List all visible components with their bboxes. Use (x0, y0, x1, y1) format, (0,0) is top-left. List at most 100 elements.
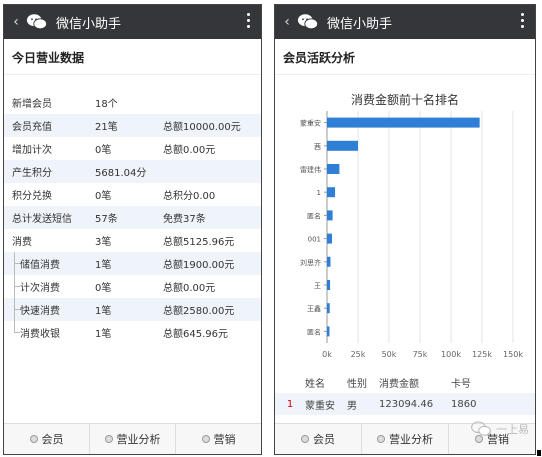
bottom-tabbar: 会员 营业分析 营销 (275, 423, 535, 454)
bar[interactable] (327, 117, 480, 128)
stat-row: 总计发送短信 57条 免费37条 (4, 206, 261, 229)
tree-connector (4, 298, 20, 321)
stat-label: 新增会员 (12, 99, 52, 110)
category-label: 匿名 (307, 211, 321, 220)
tab-business-analysis[interactable]: 营业分析 (362, 424, 449, 454)
category-label: 雷建伟 (300, 165, 321, 174)
bar[interactable] (327, 187, 336, 198)
ranking-table: 姓名 性别 消费金额 卡号 1 蒙重安 男 123094.46 1860 (275, 371, 535, 415)
wechat-logo-icon (26, 14, 48, 30)
bar[interactable] (327, 140, 358, 151)
stat-total: 总额0.00元 (163, 283, 216, 294)
tab-dot-icon (104, 435, 113, 443)
tab-dot-icon (201, 435, 210, 443)
more-icon[interactable] (247, 13, 251, 28)
header-amount: 消费金额 (379, 378, 419, 390)
app-header: ‹ 微信小助手 (4, 5, 261, 39)
table-row[interactable]: 1 蒙重安 男 123094.46 1860 (275, 393, 535, 415)
category-label: 刘思齐 (300, 258, 321, 267)
stat-count: 1笔 (95, 260, 112, 271)
app-title: 微信小助手 (327, 16, 393, 32)
tab-business-analysis[interactable]: 营业分析 (90, 424, 176, 454)
stat-label: 产生积分 (12, 168, 52, 179)
stat-count: 0笔 (95, 283, 112, 294)
x-tick-label: 100k (441, 350, 461, 359)
x-tick-label: 50k (382, 350, 397, 359)
stat-row: 快速消费 1笔 总额2580.00元 (4, 298, 261, 321)
stat-total: 总额2580.00元 (163, 306, 235, 317)
tab-member[interactable]: 会员 (275, 424, 362, 454)
category-label: 茜 (314, 142, 321, 151)
stat-label: 消费 (12, 237, 32, 248)
bar[interactable] (327, 210, 333, 221)
stat-total: 总额0.00元 (163, 145, 216, 156)
stat-total: 总额1900.00元 (163, 260, 235, 271)
stat-count: 0笔 (95, 145, 112, 156)
bar[interactable] (327, 326, 330, 337)
chart-title: 消费金额前十名排名 (350, 93, 459, 107)
more-icon[interactable] (521, 13, 525, 28)
stat-row: 消费收银 1笔 总额645.96元 (4, 321, 261, 344)
stat-row: 增加计次 0笔 总额0.00元 (4, 137, 261, 160)
stat-total: 总额5125.96元 (163, 237, 235, 248)
bar[interactable] (327, 256, 331, 267)
stat-count: 0笔 (95, 191, 112, 202)
card-cell: 1860 (451, 398, 477, 410)
category-label: 蒙重安 (300, 119, 321, 128)
tree-connector (4, 252, 20, 275)
x-tick-label: 0k (322, 350, 332, 359)
bar[interactable] (327, 303, 330, 314)
right-screen: ‹ 微信小助手 会员活跃分析 消费金额前十名排名 0k 25k 50k 75k 100k… (274, 4, 536, 455)
amount-cell: 123094.46 (379, 398, 434, 410)
bar[interactable] (327, 233, 332, 244)
tab-dot-icon (301, 435, 309, 443)
stat-label: 增加计次 (12, 145, 52, 156)
back-icon[interactable]: ‹ (284, 14, 290, 30)
tree-connector (4, 321, 20, 344)
stat-label: 快速消费 (20, 306, 60, 317)
stat-total: 总额10000.00元 (163, 122, 241, 133)
gender-cell: 男 (347, 400, 357, 412)
tab-marketing[interactable]: 营销 (176, 424, 261, 454)
tab-marketing[interactable]: 营销 (449, 424, 535, 454)
tab-dot-icon (29, 435, 38, 443)
header-name: 姓名 (305, 378, 325, 390)
page-title: 今日营业数据 (4, 39, 261, 75)
stats-list: 新增会员 18个 会员充值 21笔 总额10000.00元 增加计次 0笔 总额0.00元 产生… (4, 91, 261, 344)
stat-row: 会员充值 21笔 总额10000.00元 (4, 114, 261, 137)
watermark: 一上易 (470, 421, 529, 437)
stat-label: 储值消费 (20, 260, 60, 271)
bar[interactable] (327, 280, 331, 290)
stat-row: 储值消费 1笔 总额1900.00元 (4, 252, 261, 275)
category-label: 1 (317, 189, 321, 197)
wechat-logo-icon (297, 14, 319, 30)
header-gender: 性别 (347, 378, 367, 390)
stat-total: 免费37条 (163, 214, 206, 225)
left-screen: ‹ 微信小助手 今日营业数据 新增会员 18个 会员充值 21笔 总额10000.00元… (3, 4, 262, 455)
wechat-logo-icon (471, 421, 491, 436)
back-icon[interactable]: ‹ (13, 14, 19, 30)
stat-label: 消费收银 (20, 329, 60, 340)
x-tick-label: 75k (413, 350, 428, 359)
category-label: 001 (308, 236, 321, 244)
tab-dot-icon (475, 435, 483, 443)
corner-mark (537, 450, 541, 456)
stat-label: 会员充值 (12, 122, 52, 133)
stat-label: 计次消费 (20, 283, 60, 294)
stat-total: 总积分0.00 (163, 191, 216, 202)
tab-member[interactable]: 会员 (4, 424, 90, 454)
category-label: 匿名 (307, 327, 321, 336)
app-title: 微信小助手 (56, 16, 122, 32)
bar[interactable] (327, 164, 340, 174)
stat-count: 21笔 (95, 122, 118, 133)
category-label: 王 (314, 282, 321, 290)
stat-row: 消费 3笔 总额5125.96元 (4, 229, 261, 252)
stat-count: 3笔 (95, 237, 112, 248)
stat-row: 产生积分 5681.04分 (4, 160, 261, 183)
watermark-text: 一上易 (496, 423, 529, 436)
x-tick-label: 150k (503, 350, 523, 359)
tab-dot-icon (377, 435, 385, 443)
table-header: 姓名 性别 消费金额 卡号 (275, 371, 535, 393)
stat-row: 积分兑换 0笔 总积分0.00 (4, 183, 261, 206)
stat-count: 57条 (95, 214, 118, 225)
